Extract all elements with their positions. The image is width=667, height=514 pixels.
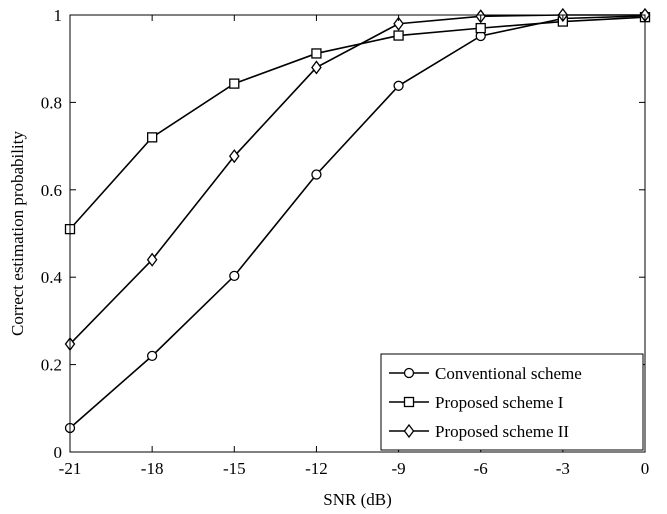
data-point — [393, 80, 404, 91]
legend-item: Proposed scheme II — [389, 422, 569, 441]
data-point — [393, 30, 404, 41]
series-line — [69, 15, 646, 429]
series-line — [69, 16, 646, 230]
legend-item: Proposed scheme I — [389, 393, 564, 412]
y-axis-label: Correct estimation probability — [8, 131, 27, 336]
x-tick-label: -21 — [59, 459, 82, 478]
data-point — [146, 350, 158, 362]
x-tick-label: -12 — [305, 459, 328, 478]
x-tick-label: -15 — [223, 459, 246, 478]
y-tick-label: 0.6 — [41, 181, 62, 200]
data-point — [146, 252, 158, 267]
y-tick-label: 1 — [54, 6, 63, 25]
axes: -21 -18 -15 -12 -9 -6 -3 0 0 0.2 0.4 0.6 0.8 1 — [41, 6, 650, 478]
legend-marker — [403, 367, 415, 379]
x-tick-label: -9 — [391, 459, 405, 478]
y-tick-label: 0 — [54, 443, 63, 462]
legend-marker — [403, 423, 415, 439]
data-point — [475, 22, 486, 34]
y-tick-label: 0.2 — [41, 356, 62, 375]
x-tick-label: -3 — [556, 459, 570, 478]
legend-marker — [403, 396, 415, 408]
plot-frame — [69, 14, 646, 453]
series-line — [69, 14, 645, 345]
legend: Conventional scheme Proposed scheme I Prop… — [380, 353, 644, 451]
x-tick-label: 0 — [641, 459, 650, 478]
series-diamond — [64, 7, 651, 352]
legend-label: Proposed scheme I — [435, 393, 564, 412]
data-point — [393, 16, 404, 31]
data-point — [311, 60, 322, 75]
legend-item: Conventional scheme — [389, 364, 582, 383]
data-point — [311, 169, 322, 180]
data-point — [228, 149, 240, 164]
data-point — [229, 270, 240, 282]
legend-label: Proposed scheme II — [435, 422, 569, 441]
data-point — [229, 78, 240, 89]
x-tick-label: -18 — [141, 459, 164, 478]
y-tick-label: 0.8 — [41, 93, 62, 112]
data-point — [311, 48, 322, 59]
x-tick-label: -6 — [474, 459, 488, 478]
x-axis-label: SNR (dB) — [323, 490, 391, 509]
legend-label: Conventional scheme — [435, 364, 582, 383]
data-point — [146, 132, 158, 143]
y-tick-label: 0.4 — [41, 268, 63, 287]
